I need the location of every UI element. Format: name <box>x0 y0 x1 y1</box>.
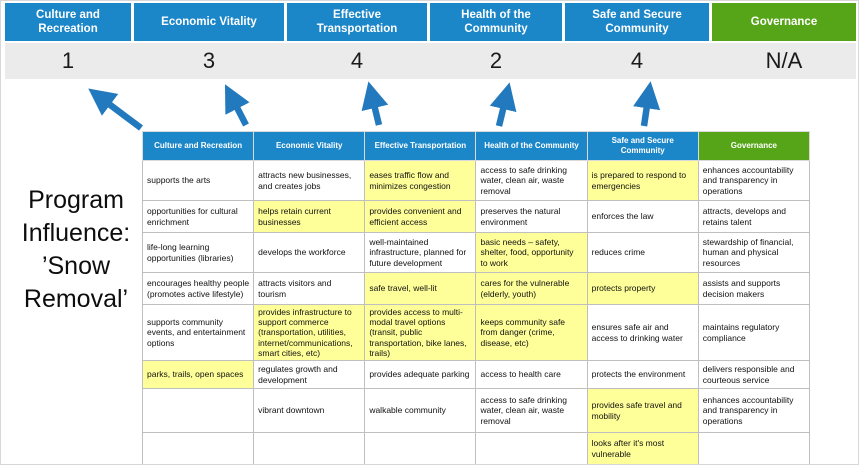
matrix-cell: helps retain current businesses <box>253 200 366 233</box>
matrix-cell: provides convenient and efficient access <box>364 200 477 233</box>
matrix-cell: preserves the natural environment <box>475 200 588 233</box>
matrix-cell: maintains regulatory compliance <box>697 304 811 361</box>
matrix-cell: enforces the law <box>586 200 699 233</box>
matrix-cell: attracts, develops and retains talent <box>697 200 811 233</box>
pillar-header-0: Culture and Recreation <box>5 3 131 41</box>
matrix-cell: ensures safe air and access to drinking … <box>586 304 699 361</box>
matrix-cell: enhances accountability and transparency… <box>697 388 811 433</box>
matrix-cell: enhances accountability and transparency… <box>697 160 811 201</box>
matrix-cell <box>141 388 255 433</box>
pillar-score-1: 3 <box>202 48 216 73</box>
matrix-row-4: supports community events, and entertain… <box>141 304 811 361</box>
influence-arrow-health <box>489 82 517 127</box>
matrix-cell: parks, trails, open spaces <box>141 360 255 389</box>
influence-matrix: Culture and Recreation Economic Vitality E… <box>141 131 811 464</box>
matrix-cell: assists and supports decision makers <box>697 272 811 305</box>
pillar-header-1: Economic Vitality <box>134 3 284 41</box>
pillar-header-4: Safe and Secure Community <box>565 3 709 41</box>
matrix-cell: reduces crime <box>586 232 699 273</box>
matrix-cell: delivers responsible and courteous servi… <box>697 360 811 389</box>
matrix-cell: walkable community <box>364 388 477 433</box>
matrix-cell <box>697 432 811 464</box>
matrix-cell: life-long learning opportunities (librar… <box>141 232 255 273</box>
matrix-header-row: Culture and Recreation Economic Vitality E… <box>141 131 811 161</box>
matrix-row-1: opportunities for cultural enrichment hel… <box>141 200 811 233</box>
matrix-cell: eases traffic flow and minimizes congest… <box>364 160 477 201</box>
pillar-header-3: Health of the Community <box>430 3 562 41</box>
matrix-cell <box>475 432 588 464</box>
matrix-row-3: encourages healthy people (promotes acti… <box>141 272 811 305</box>
matrix-cell: safe travel, well-lit <box>364 272 477 305</box>
matrix-row-0: supports the arts attracts new businesses… <box>141 160 811 201</box>
score-band: 1 3 4 2 4 N/A <box>5 43 856 79</box>
matrix-cell: attracts visitors and tourism <box>253 272 366 305</box>
pillar-header-2: Effective Transportation <box>287 3 427 41</box>
matrix-cell: stewardship of financial, human and phys… <box>697 232 811 273</box>
pillar-score-5: N/A <box>765 48 803 73</box>
matrix-cell: protects the environment <box>586 360 699 389</box>
matrix-cell: supports the arts <box>141 160 255 201</box>
influence-arrow-economic <box>224 84 250 127</box>
matrix-cell: regulates growth and development <box>253 360 366 389</box>
matrix-col-header-3: Health of the Community <box>475 131 588 161</box>
pillar-score-4: 4 <box>630 48 644 73</box>
pillar-header-5: Governance <box>712 3 856 41</box>
matrix-cell: provides infrastructure to support comme… <box>253 304 366 361</box>
matrix-col-header-2: Effective Transportation <box>364 131 477 161</box>
pillar-scoreboard: Culture and Recreation Economic Vitality E… <box>5 3 856 79</box>
matrix-cell <box>364 432 477 464</box>
matrix-cell: opportunities for cultural enrichment <box>141 200 255 233</box>
matrix-cell: provides access to multi-modal travel op… <box>364 304 477 361</box>
matrix-cell: develops the workforce <box>253 232 366 273</box>
matrix-row-5: parks, trails, open spaces regulates grow… <box>141 360 811 389</box>
pillar-score-3: 2 <box>489 48 503 73</box>
matrix-cell: is prepared to respond to emergencies <box>586 160 699 201</box>
matrix-cell: vibrant downtown <box>253 388 366 433</box>
matrix-cell: keeps community safe from danger (crime,… <box>475 304 588 361</box>
influence-arrow-transportation <box>361 81 389 126</box>
matrix-col-header-0: Culture and Recreation <box>141 131 255 161</box>
pillar-score-0: 1 <box>61 48 75 73</box>
pillar-score-row: 1 3 4 2 4 N/A <box>5 43 856 79</box>
pillar-header-row: Culture and Recreation Economic Vitality E… <box>5 3 856 41</box>
matrix-col-header-5: Governance <box>697 131 811 161</box>
matrix-cell: access to safe drinking water, clean air… <box>475 388 588 433</box>
matrix-cell: access to health care <box>475 360 588 389</box>
matrix-cell: looks after it's most vulnerable <box>586 432 699 464</box>
matrix-cell: well-maintained infrastructure, planned … <box>364 232 477 273</box>
matrix-row-2: life-long learning opportunities (librar… <box>141 232 811 273</box>
influence-arrow-safe <box>633 81 661 127</box>
matrix-col-header-4: Safe and Secure Community <box>586 131 699 161</box>
matrix-col-header-1: Economic Vitality <box>253 131 366 161</box>
matrix-body: supports the arts attracts new businesses… <box>141 160 811 464</box>
matrix-cell: encourages healthy people (promotes acti… <box>141 272 255 305</box>
matrix-cell <box>253 432 366 464</box>
influence-arrow-culture <box>88 88 143 131</box>
pillar-score-2: 4 <box>350 48 364 73</box>
matrix-cell <box>141 432 255 464</box>
matrix-row-7: looks after it's most vulnerable <box>141 432 811 464</box>
matrix-cell: provides safe travel and mobility <box>586 388 699 433</box>
matrix-cell: access to safe drinking water, clean air… <box>475 160 588 201</box>
matrix-cell: provides adequate parking <box>364 360 477 389</box>
influence-arrows <box>88 81 661 131</box>
matrix-cell: protects property <box>586 272 699 305</box>
program-title: Program Influence: ’Snow Removal’ <box>21 186 131 313</box>
matrix-cell: basic needs – safety, shelter, food, opp… <box>475 232 588 273</box>
matrix-cell: supports community events, and entertain… <box>141 304 255 361</box>
matrix-row-6: vibrant downtown walkable community access… <box>141 388 811 433</box>
matrix-cell: cares for the vulnerable (elderly, youth… <box>475 272 588 305</box>
matrix-cell: attracts new businesses, and creates job… <box>253 160 366 201</box>
